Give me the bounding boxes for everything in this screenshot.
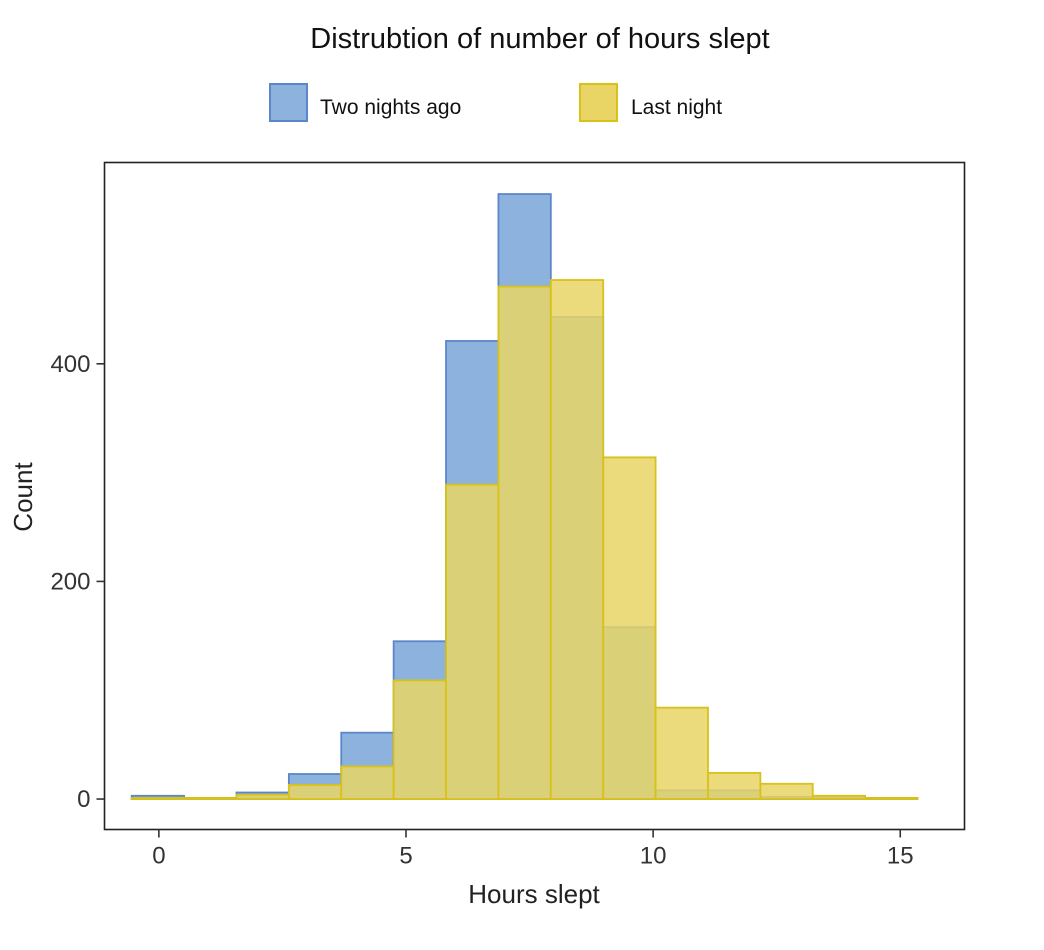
bar-last-night-bin-13 (811, 794, 867, 800)
x-axis-title: Hours slept (468, 879, 600, 909)
bar-last-night-bin-11 (707, 772, 762, 800)
bar-last-night-bin-12 (759, 782, 814, 800)
histogram-bars (130, 193, 919, 800)
x-axis: 0 5 10 15 (152, 829, 914, 870)
bar-last-night-bin-14 (864, 797, 919, 800)
legend-label-last-night: Last night (631, 96, 722, 119)
y-axis-title: Count (8, 462, 38, 532)
plot-panel-border (103, 161, 966, 831)
bar-last-night-bin-6 (445, 483, 500, 800)
bar-last-night-bin-8 (549, 279, 605, 800)
legend-label-two-nights-ago: Two nights ago (320, 96, 461, 119)
bar-last-night-bin-2 (235, 793, 290, 800)
bar-last-night-bin-3 (287, 783, 343, 800)
legend: Two nights ago Last night (269, 83, 722, 122)
x-tick-label: 5 (399, 843, 412, 870)
chart-title: Distrubtion of number of hours slept (310, 23, 769, 55)
bar-last-night-bin-10 (654, 706, 709, 800)
y-tick-label: 200 (50, 568, 90, 595)
bar-last-night-bin-5 (392, 679, 447, 800)
legend-swatch-last-night (579, 83, 618, 122)
bar-last-night-bin-0 (130, 797, 185, 800)
y-tick-label: 0 (77, 786, 90, 813)
bar-last-night-bin-7 (497, 285, 552, 800)
series-last-night (130, 279, 919, 800)
x-tick-label: 0 (152, 843, 165, 870)
bar-last-night-bin-4 (340, 765, 395, 800)
bar-last-night-bin-9 (602, 456, 657, 800)
y-axis: 0 200 400 (50, 351, 105, 813)
bar-last-night-bin-1 (183, 797, 238, 800)
y-tick-label: 400 (50, 351, 90, 378)
x-tick-label: 15 (887, 843, 914, 870)
legend-swatch-two-nights-ago (269, 83, 308, 122)
x-tick-label: 10 (640, 843, 667, 870)
